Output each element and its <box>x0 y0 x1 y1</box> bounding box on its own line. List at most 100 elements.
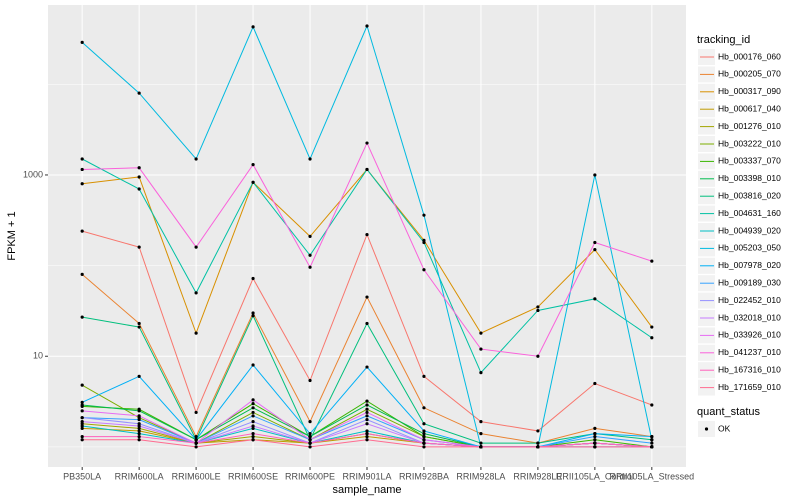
x-tick-label: RRIM600LA <box>115 471 164 481</box>
point <box>137 91 141 95</box>
point <box>251 180 255 184</box>
legend-label: Hb_000317_090 <box>718 86 781 96</box>
point <box>251 398 255 402</box>
x-tick-label: RRIM600PE <box>285 471 335 481</box>
legend-label: Hb_032018_010 <box>718 312 781 322</box>
point <box>308 157 312 161</box>
point <box>365 438 369 442</box>
point <box>422 445 426 449</box>
legend-label: Hb_005203_050 <box>718 243 781 253</box>
point <box>365 414 369 418</box>
point <box>137 187 141 191</box>
point <box>137 245 141 249</box>
x-tick-label: PB350LA <box>63 471 101 481</box>
point <box>422 268 426 272</box>
point <box>479 445 483 449</box>
x-tick-label: RRIM928BA <box>399 471 449 481</box>
y-tick-label: 1000 <box>23 169 43 179</box>
point <box>137 432 141 436</box>
x-tick-label: RRII105LA_Control <box>556 471 634 481</box>
point <box>80 409 84 413</box>
point <box>308 441 312 445</box>
point <box>80 403 84 407</box>
point <box>365 407 369 411</box>
point <box>251 363 255 367</box>
point <box>650 336 654 340</box>
point <box>650 441 654 445</box>
point <box>80 40 84 45</box>
point <box>479 371 483 375</box>
point <box>365 399 369 403</box>
point <box>365 295 369 299</box>
point <box>251 25 255 29</box>
point <box>308 432 312 436</box>
point <box>365 232 369 237</box>
point <box>365 418 369 422</box>
point <box>593 240 597 245</box>
point <box>422 441 426 445</box>
point <box>80 420 84 424</box>
point <box>137 321 141 326</box>
point <box>137 325 141 329</box>
legend-label: Hb_000205_070 <box>718 69 781 79</box>
point <box>251 276 255 281</box>
point <box>365 365 369 369</box>
point <box>194 157 198 161</box>
point <box>650 325 654 329</box>
point <box>137 414 141 418</box>
point <box>137 424 141 428</box>
legend-label: Hb_007978_020 <box>718 260 781 270</box>
point <box>137 438 141 442</box>
point <box>536 429 540 433</box>
point <box>194 291 198 295</box>
point <box>137 175 141 179</box>
point <box>251 410 255 415</box>
point <box>422 213 426 217</box>
point <box>80 416 84 420</box>
point <box>251 432 255 436</box>
point <box>365 422 369 426</box>
point <box>365 434 369 439</box>
legend-label: Hb_003337_070 <box>718 156 781 166</box>
point <box>137 374 141 378</box>
point <box>80 434 84 439</box>
point <box>251 311 255 315</box>
point <box>536 445 540 449</box>
point <box>422 432 426 436</box>
point <box>593 297 597 301</box>
point <box>308 265 312 269</box>
point <box>650 403 654 407</box>
point <box>80 383 84 387</box>
point <box>308 434 312 439</box>
point <box>194 410 198 415</box>
point <box>80 424 84 428</box>
point <box>593 248 597 252</box>
point <box>536 354 540 358</box>
point <box>80 438 84 442</box>
point <box>593 173 597 177</box>
point <box>251 406 255 410</box>
y-tick-label: 10 <box>33 351 43 361</box>
point <box>308 445 312 449</box>
y-axis-title: FPKM + 1 <box>6 211 18 260</box>
point <box>251 434 255 439</box>
x-tick-label: RRIM928LE <box>513 471 562 481</box>
x-tick-label: RRIM928LA <box>456 471 505 481</box>
legend-label: Hb_001276_010 <box>718 121 781 131</box>
point-legend-label: OK <box>718 423 731 433</box>
point <box>479 420 483 424</box>
point <box>593 434 597 439</box>
point <box>137 429 141 433</box>
point <box>137 166 141 170</box>
point <box>536 441 540 445</box>
point <box>365 403 369 407</box>
legend-label: Hb_003222_010 <box>718 138 781 148</box>
x-tick-label: RRIM901LA <box>342 471 391 481</box>
legend-label: Hb_041237_010 <box>718 347 781 357</box>
point <box>137 418 141 422</box>
point <box>308 438 312 442</box>
point <box>422 434 426 439</box>
point <box>650 438 654 442</box>
point <box>593 441 597 445</box>
